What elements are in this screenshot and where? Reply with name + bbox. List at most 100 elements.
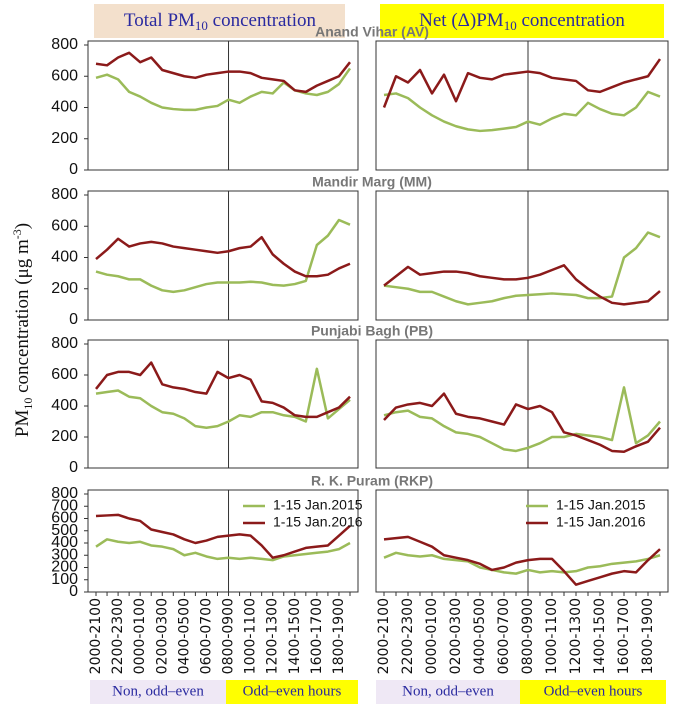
column-header: Total PM10 concentration	[124, 10, 317, 33]
series-line	[95, 51, 351, 94]
y-tick-label: 600	[51, 510, 78, 527]
panel-title: R. K. Puram (RKP)	[311, 473, 433, 489]
legend-label: 1-15 Jan.2016	[273, 514, 363, 530]
y-tick-label: 100	[51, 571, 78, 588]
x-tick-label: 1200-1300	[265, 598, 281, 674]
panel-frame	[375, 339, 669, 469]
panel-frame	[87, 489, 359, 593]
x-tick-label: 2000-2100	[376, 598, 392, 674]
panel-frame	[375, 489, 669, 593]
panel-title: Anand Vihar (AV)	[315, 24, 429, 40]
x-tick-label: 1600-1700	[616, 598, 632, 674]
series-line	[383, 535, 661, 586]
header-text: Net (Δ)PM	[419, 10, 504, 31]
x-tick-label: 0400-0500	[472, 598, 488, 674]
series-line	[383, 386, 661, 453]
panel-title: Mandir Marg (MM)	[312, 174, 432, 190]
period-label: Odd–even hours	[544, 683, 643, 699]
series-line	[95, 235, 351, 278]
label-text: PM	[12, 410, 33, 438]
x-tick-label: 1400-1500	[592, 598, 608, 674]
y-tick-label: 200	[51, 428, 78, 445]
y-tick-label: 600	[51, 366, 78, 383]
period-label: Odd–even hours	[243, 683, 342, 699]
label-sup: -3	[10, 229, 24, 239]
x-tick-label: 0400-0500	[176, 598, 192, 674]
panel-title: Punjabi Bagh (PB)	[311, 323, 433, 339]
series-line	[383, 231, 661, 306]
y-tick-label: 600	[51, 67, 78, 84]
x-tick-label: 1800-1900	[640, 598, 656, 674]
x-tick-label: 0000-0100	[424, 598, 440, 674]
column-header: Net (Δ)PM10 concentration	[419, 10, 625, 33]
header-sub: 10	[504, 18, 517, 33]
series-line	[383, 551, 661, 575]
series-line	[95, 218, 351, 294]
x-tick-label: 1200-1300	[568, 598, 584, 674]
panel-frame	[87, 40, 359, 171]
period-box	[520, 680, 666, 704]
series-line	[95, 367, 351, 429]
series-line	[95, 67, 352, 112]
y-tick-label: 400	[51, 397, 78, 414]
x-tick-label: 1600-1700	[309, 598, 325, 674]
header-text: concentration	[517, 10, 626, 31]
x-tick-label: 1000-1100	[243, 598, 259, 674]
x-tick-label: 0000-0100	[132, 598, 148, 674]
x-tick-label: 0800-0900	[520, 598, 536, 674]
y-tick-label: 0	[69, 583, 78, 600]
x-tick-label: 1800-1900	[331, 598, 347, 674]
y-tick-label: 800	[51, 485, 78, 502]
header-sub: 10	[195, 18, 208, 33]
y-tick-label: 800	[51, 36, 78, 53]
period-box	[376, 680, 520, 704]
y-tick-label: 600	[51, 217, 78, 234]
y-tick-label: 700	[51, 497, 78, 514]
y-tick-label: 200	[51, 559, 78, 576]
series-line	[95, 538, 351, 562]
legend-label: 1-15 Jan.2015	[273, 497, 363, 513]
x-tick-label: 0800-0900	[221, 598, 237, 674]
label-text: )	[12, 223, 33, 229]
legend-label: 1-15 Jan.2016	[556, 514, 646, 530]
y-tick-label: 300	[51, 546, 78, 563]
period-label: Non, odd–even	[402, 683, 494, 699]
y-tick-label: 500	[51, 522, 78, 539]
header-text: Total PM	[124, 10, 195, 31]
series-line	[383, 392, 661, 453]
header-text: concentration	[208, 10, 317, 31]
x-tick-label: 0200-0300	[448, 598, 464, 674]
panel-frame	[87, 190, 359, 321]
y-tick-label: 200	[51, 280, 78, 297]
y-tick-label: 0	[69, 311, 78, 328]
series-line	[382, 58, 662, 108]
x-tick-label: 0600-0700	[198, 598, 214, 674]
series-line	[383, 90, 661, 133]
y-tick-label: 200	[51, 130, 78, 147]
series-line	[95, 513, 351, 559]
x-tick-label: 2200-2300	[400, 598, 416, 674]
legend-label: 1-15 Jan.2015	[556, 497, 646, 513]
x-tick-label: 2200-2300	[110, 598, 126, 674]
header-box	[380, 4, 664, 38]
y-axis-label: PM10 concentration (μg m-3)	[10, 223, 35, 437]
y-tick-label: 400	[51, 249, 78, 266]
panel-frame	[375, 190, 669, 321]
series-line	[383, 264, 661, 306]
y-tick-label: 400	[51, 99, 78, 116]
header-box	[94, 4, 345, 38]
y-tick-label: 0	[69, 161, 78, 178]
x-tick-label: 2000-2100	[88, 598, 104, 674]
x-tick-label: 1400-1500	[287, 598, 303, 674]
x-tick-label: 0200-0300	[154, 598, 170, 674]
y-tick-label: 800	[51, 186, 78, 203]
y-tick-label: 0	[69, 459, 78, 476]
series-line	[95, 361, 351, 419]
x-tick-label: 0600-0700	[496, 598, 512, 674]
label-sub: 10	[21, 398, 35, 410]
y-tick-label: 800	[51, 335, 78, 352]
panel-frame	[87, 339, 359, 469]
panel-frame	[375, 40, 669, 171]
period-box	[90, 680, 226, 704]
